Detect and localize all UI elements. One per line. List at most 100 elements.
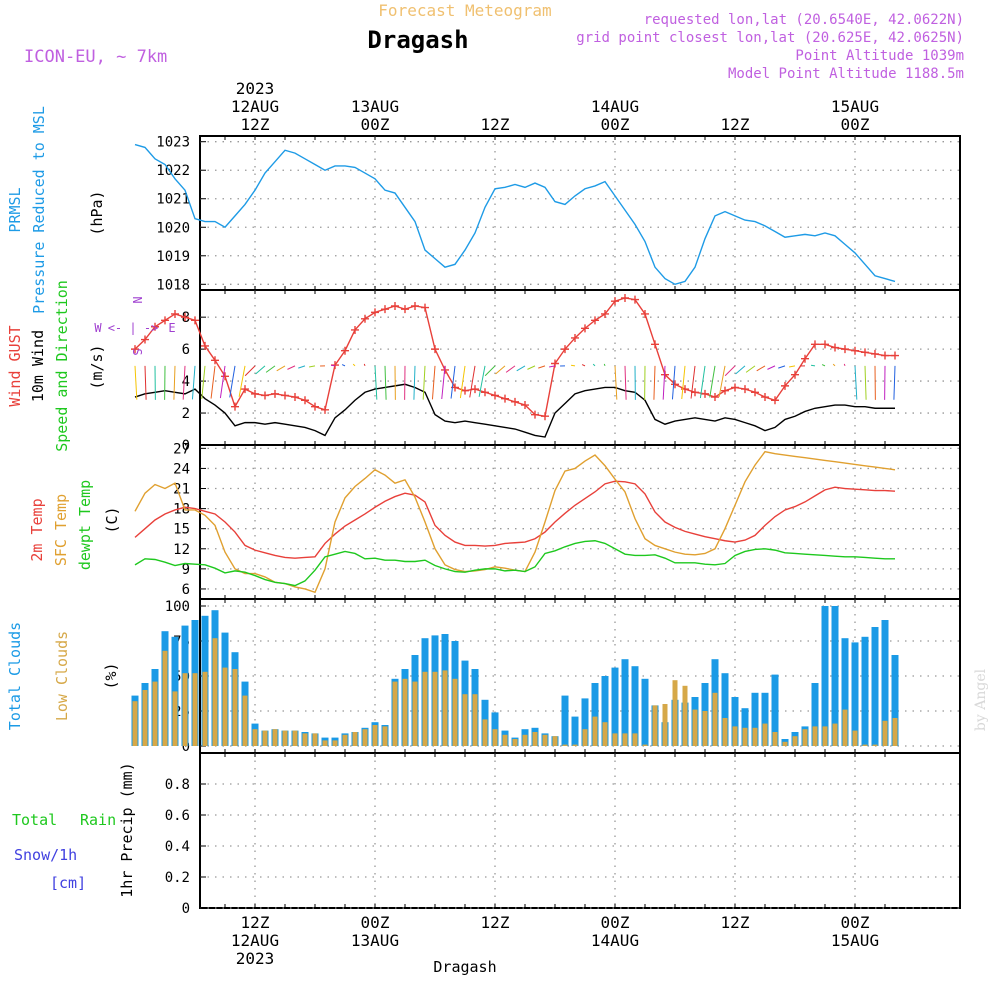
total-cloud-bar (641, 678, 649, 746)
total-cloud-bar (831, 606, 839, 746)
wind-direction-arrow (265, 365, 276, 373)
low-cloud-bar (392, 681, 398, 746)
precip-legend-rain: Rain (80, 811, 116, 829)
gust-marker (691, 388, 699, 397)
low-cloud-bar (252, 729, 258, 746)
low-cloud-bar (152, 681, 158, 746)
wind-direction-arrow (864, 365, 867, 400)
wind-direction-arrow (690, 365, 696, 399)
low-cloud-bar (502, 734, 508, 746)
cloud-unit: (%) (102, 662, 120, 689)
gust-marker (271, 389, 279, 398)
temperature-ytick-label: 6 (182, 582, 190, 598)
low-cloud-bar (892, 718, 898, 746)
grid-point-coords: grid point closest lon,lat (20.625E, 42.… (576, 30, 964, 46)
wind-direction-arrow (843, 363, 846, 367)
precip-label: 1hr Precip (mm) (118, 762, 136, 897)
gust-marker (401, 305, 409, 314)
compass-south: S (130, 348, 144, 355)
low-cloud-bar (822, 726, 828, 746)
gust-marker (491, 391, 499, 400)
low-cloud-bar (562, 744, 568, 746)
pressure-ytick-label: 1020 (156, 220, 190, 236)
total-cloud-bar (751, 692, 759, 746)
temperature-ytick-label: 9 (182, 562, 190, 578)
wind-direction-arrow (309, 365, 316, 368)
wind-direction-arrow (653, 365, 656, 400)
wind-direction-arrow (495, 365, 506, 375)
low-cloud-bar (132, 701, 138, 746)
clouds-ytick-label: 100 (165, 599, 190, 615)
wind-direction-arrow (441, 365, 446, 400)
bottom-axis-label: 14AUG (591, 931, 639, 950)
low-cloud-bar (362, 729, 368, 746)
model-label: ICON-EU, ~ 7km (24, 47, 167, 67)
gust-marker (261, 391, 269, 400)
bottom-axis-label: 12AUG (231, 931, 279, 950)
low-cloud-bar (372, 725, 378, 746)
total-cloud-bar (811, 683, 819, 746)
wind-direction-arrow (709, 365, 716, 398)
gust-marker (461, 386, 469, 395)
wind-ytick-label: 8 (182, 310, 190, 326)
footer-location: Dragash (433, 958, 496, 976)
wind-direction-arrow (789, 365, 796, 368)
total-cloud-bar (611, 667, 619, 746)
low-cloud-bar (432, 671, 438, 746)
gust-marker (711, 393, 719, 402)
panel-side-labels: PRMSL Pressure Reduced to MSL (hPa) Wind GU… (6, 106, 136, 898)
wind-direction-arrow (173, 365, 176, 400)
total-cloud-bar (561, 695, 569, 746)
gust-marker (571, 333, 579, 342)
wind-direction-arrow (330, 364, 336, 367)
precip-legend-total: Total (12, 811, 57, 829)
wind-direction-arrow (549, 365, 556, 368)
gust-marker (171, 309, 179, 318)
wind-direction-arrow (767, 365, 776, 370)
gust-marker (351, 325, 359, 334)
gust-marker (781, 381, 789, 390)
low-cloud-bar (282, 730, 288, 746)
wind-direction-arrow (431, 365, 436, 400)
low-cloud-bar (592, 716, 598, 746)
location-title: Dragash (367, 26, 468, 54)
gust-marker (801, 354, 809, 363)
gust-marker (891, 351, 899, 360)
bottom-axis-label: 12Z (721, 913, 750, 932)
wind-label-gust: Wind GUST (6, 325, 24, 406)
precip-ytick-label: 0.8 (165, 777, 190, 793)
wind-direction-arrow (182, 365, 186, 400)
gust-marker (431, 345, 439, 354)
clouds-panel: 0255075100 (131, 598, 961, 755)
low-cloud-bar (742, 727, 748, 746)
top-axis-label: 12Z (721, 115, 750, 134)
top-axis-label: 15AUG (831, 97, 879, 116)
total-cloud-bar (891, 655, 899, 746)
gust-marker (181, 313, 189, 322)
wind-direction-arrow (778, 365, 786, 369)
low-cloud-bar (192, 673, 198, 746)
low-cloud-bar (852, 730, 858, 746)
compass-east: E (168, 321, 175, 335)
gust-marker (231, 402, 239, 411)
low-cloud-bar (692, 709, 698, 746)
wind-direction-arrow (191, 365, 196, 400)
low-cloud-bar (532, 732, 538, 746)
wind-label-direction: Speed and Direction (53, 280, 71, 452)
bottom-axis-label: 00Z (841, 913, 870, 932)
top-axis-label: 12AUG (231, 97, 279, 116)
total-cloud-bar (601, 676, 609, 746)
wind-direction-arrow (478, 365, 486, 397)
low-cloud-bar (632, 733, 638, 746)
low-cloud-bar (402, 678, 408, 746)
gust-marker (371, 308, 379, 317)
gust-marker (761, 393, 769, 402)
gust-marker (131, 345, 139, 354)
point-altitude: Point Altitude 1039m (795, 48, 964, 64)
bottom-axis-label: 2023 (236, 949, 275, 968)
temperature-ytick-label: 12 (173, 542, 190, 558)
bottom-axis-label: 13AUG (351, 931, 399, 950)
wind-direction-arrow (298, 365, 306, 369)
bottom-axis-label: 00Z (361, 913, 390, 932)
top-axis-label: 12Z (241, 115, 270, 134)
